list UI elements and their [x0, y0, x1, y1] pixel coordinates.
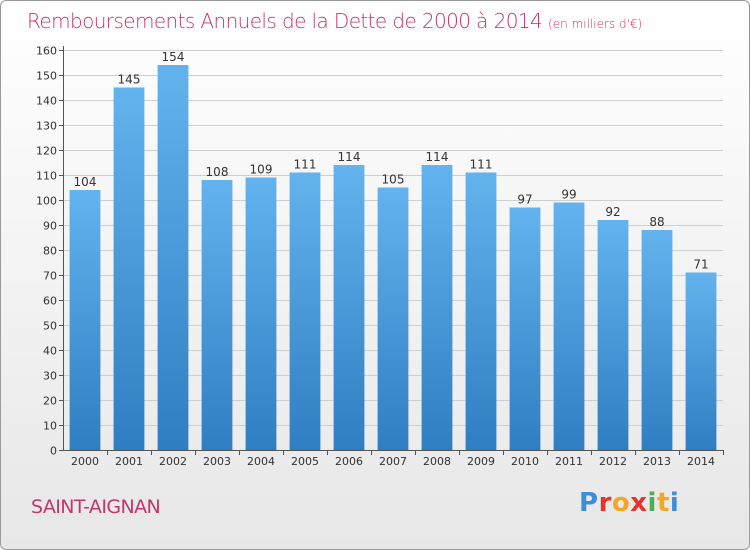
data-label-2000: 104 [74, 175, 97, 189]
data-label-2013: 88 [649, 215, 664, 229]
bar-2014 [685, 272, 717, 450]
y-tick-label: 0 [50, 445, 57, 458]
logo-letter: P [579, 488, 599, 518]
x-tick-label-2010: 2010 [511, 455, 539, 468]
data-label-2012: 92 [605, 205, 620, 219]
y-tick-label: 160 [36, 45, 57, 58]
bar-2006 [333, 165, 365, 450]
y-tick-label: 40 [43, 345, 57, 358]
logo-letter: i [647, 488, 657, 518]
chart-title: Remboursements Annuels de la Dette de 20… [27, 9, 642, 33]
y-tick-label: 50 [43, 320, 57, 333]
bar-2001 [113, 87, 145, 450]
title-text: Remboursements Annuels de la Dette de 20… [27, 9, 543, 33]
x-tick-label-2008: 2008 [423, 455, 451, 468]
axes [59, 46, 724, 455]
data-label-2011: 99 [561, 188, 576, 202]
data-label-2007: 105 [382, 173, 405, 187]
data-label-2014: 71 [693, 258, 708, 272]
x-tick-label-2014: 2014 [687, 455, 715, 468]
data-label-2002: 154 [162, 50, 185, 64]
logo-letter: i [669, 488, 680, 518]
x-tick-label-2009: 2009 [467, 455, 495, 468]
bar-2012 [597, 220, 629, 450]
y-tick-label: 10 [43, 420, 57, 433]
y-tick-label: 150 [36, 70, 57, 83]
y-tick-label: 80 [43, 245, 57, 258]
x-tick-label-2007: 2007 [379, 455, 407, 468]
x-tick-label-2012: 2012 [599, 455, 627, 468]
chart-subtitle: (en milliers d'€) [548, 17, 643, 31]
bar-2007 [377, 187, 409, 450]
y-tick-label: 120 [36, 145, 57, 158]
bar-2005 [289, 172, 321, 450]
x-tick-label-2013: 2013 [643, 455, 671, 468]
x-tick-label-2003: 2003 [203, 455, 231, 468]
labels: 0 10 20 30 40 50 60 70 80 90 100 110 120 130 140 150 160… [36, 45, 715, 469]
data-label-2001: 145 [118, 73, 141, 87]
bar-2002 [157, 65, 189, 450]
x-tick-label-2001: 2001 [115, 455, 143, 468]
x-tick-label-2011: 2011 [555, 455, 583, 468]
bar-2009 [465, 172, 497, 450]
y-tick-label: 30 [43, 370, 57, 383]
y-tick-label: 140 [36, 95, 57, 108]
logo-letter: r [598, 488, 612, 518]
x-tick-label-2004: 2004 [247, 455, 275, 468]
bar-2003 [201, 180, 233, 450]
y-tick-label: 20 [43, 395, 57, 408]
data-label-2006: 114 [338, 150, 361, 164]
y-tick-label: 60 [43, 295, 57, 308]
bar-2010 [509, 207, 541, 450]
logo-letter: o [611, 488, 631, 518]
y-tick-label: 70 [43, 270, 57, 283]
x-tick-label-2005: 2005 [291, 455, 319, 468]
data-label-2008: 114 [426, 150, 449, 164]
data-label-2010: 97 [517, 193, 532, 207]
bar-2004 [245, 177, 277, 450]
y-tick-label: 100 [36, 195, 57, 208]
bar-2000 [69, 190, 101, 450]
bar-2011 [553, 202, 585, 450]
y-tick-label: 130 [36, 120, 57, 133]
data-label-2005: 111 [294, 158, 317, 172]
logo-letter: x [630, 488, 648, 518]
x-tick-label-2000: 2000 [71, 455, 99, 468]
data-label-2009: 111 [470, 158, 493, 172]
logo-letter: t [656, 488, 670, 518]
x-tick-label-2002: 2002 [159, 455, 187, 468]
bar-2013 [641, 230, 673, 450]
bars [69, 65, 717, 450]
data-label-2003: 108 [206, 165, 229, 179]
bar-2008 [421, 165, 453, 450]
proxiti-logo: Proxiti [579, 488, 679, 518]
y-tick-label: 90 [43, 220, 57, 233]
x-tick-label-2006: 2006 [335, 455, 363, 468]
commune-name: SAINT-AIGNAN [31, 496, 161, 518]
data-label-2004: 109 [250, 163, 273, 177]
y-tick-label: 110 [36, 170, 57, 183]
